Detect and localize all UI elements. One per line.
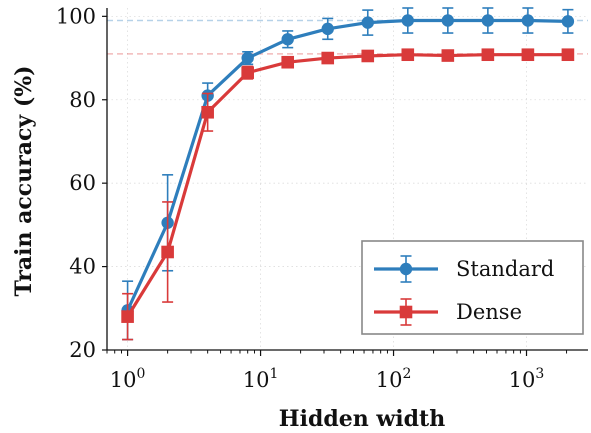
- data-point: [401, 48, 415, 62]
- series-dense: [121, 48, 575, 341]
- data-point: [361, 16, 374, 29]
- y-tick-label: 20: [69, 338, 96, 362]
- axes: [102, 8, 588, 356]
- x-tick-base: 10: [243, 368, 270, 392]
- x-tick-label: 100: [110, 366, 146, 392]
- x-tick-label: 103: [509, 366, 545, 392]
- y-tick-label: 40: [69, 255, 96, 279]
- data-point: [361, 49, 375, 63]
- legend-label: Standard: [456, 257, 554, 281]
- data-point: [561, 48, 575, 62]
- x-tick-label: 102: [376, 366, 412, 392]
- data-point: [241, 51, 254, 65]
- x-tick-label: 101: [243, 366, 279, 392]
- data-point: [281, 33, 294, 46]
- x-tick-base: 10: [376, 368, 403, 392]
- data-point: [521, 48, 535, 62]
- data-point: [481, 48, 495, 62]
- data-point: [561, 15, 575, 28]
- x-tick-exponent: 0: [137, 366, 146, 382]
- x-tick-exponent: 1: [269, 366, 278, 382]
- data-point: [441, 14, 455, 27]
- x-tick-exponent: 2: [402, 366, 411, 382]
- data-point: [161, 245, 174, 259]
- y-axis-title: Train accuracy (%): [11, 65, 37, 296]
- x-tick-base: 10: [509, 368, 536, 392]
- legend: Standard Dense: [361, 240, 584, 335]
- series-line: [126, 53, 568, 318]
- data-point: [321, 22, 334, 36]
- legend-item-standard: Standard: [374, 255, 554, 283]
- series-layer: [121, 7, 575, 341]
- y-tick-label: 80: [69, 88, 96, 112]
- data-point: [481, 14, 495, 27]
- legend-marker: [399, 305, 413, 319]
- data-point: [521, 14, 535, 27]
- data-point: [441, 49, 455, 62]
- data-point: [201, 105, 214, 119]
- y-tick-label: 100: [56, 4, 96, 28]
- data-point: [401, 14, 414, 27]
- legend-label: Dense: [456, 300, 522, 324]
- data-point: [321, 51, 335, 65]
- legend-item-dense: Dense: [374, 298, 522, 326]
- x-axis-title: Hidden width: [279, 406, 445, 432]
- legend-box: [361, 240, 584, 335]
- y-tick-label: 60: [69, 171, 96, 195]
- data-point: [121, 310, 134, 323]
- legend-marker: [399, 262, 413, 276]
- x-tick-base: 10: [110, 368, 137, 392]
- x-tick-exponent: 3: [535, 366, 544, 382]
- data-point: [241, 66, 254, 79]
- series-line: [126, 18, 568, 312]
- data-point: [281, 55, 295, 69]
